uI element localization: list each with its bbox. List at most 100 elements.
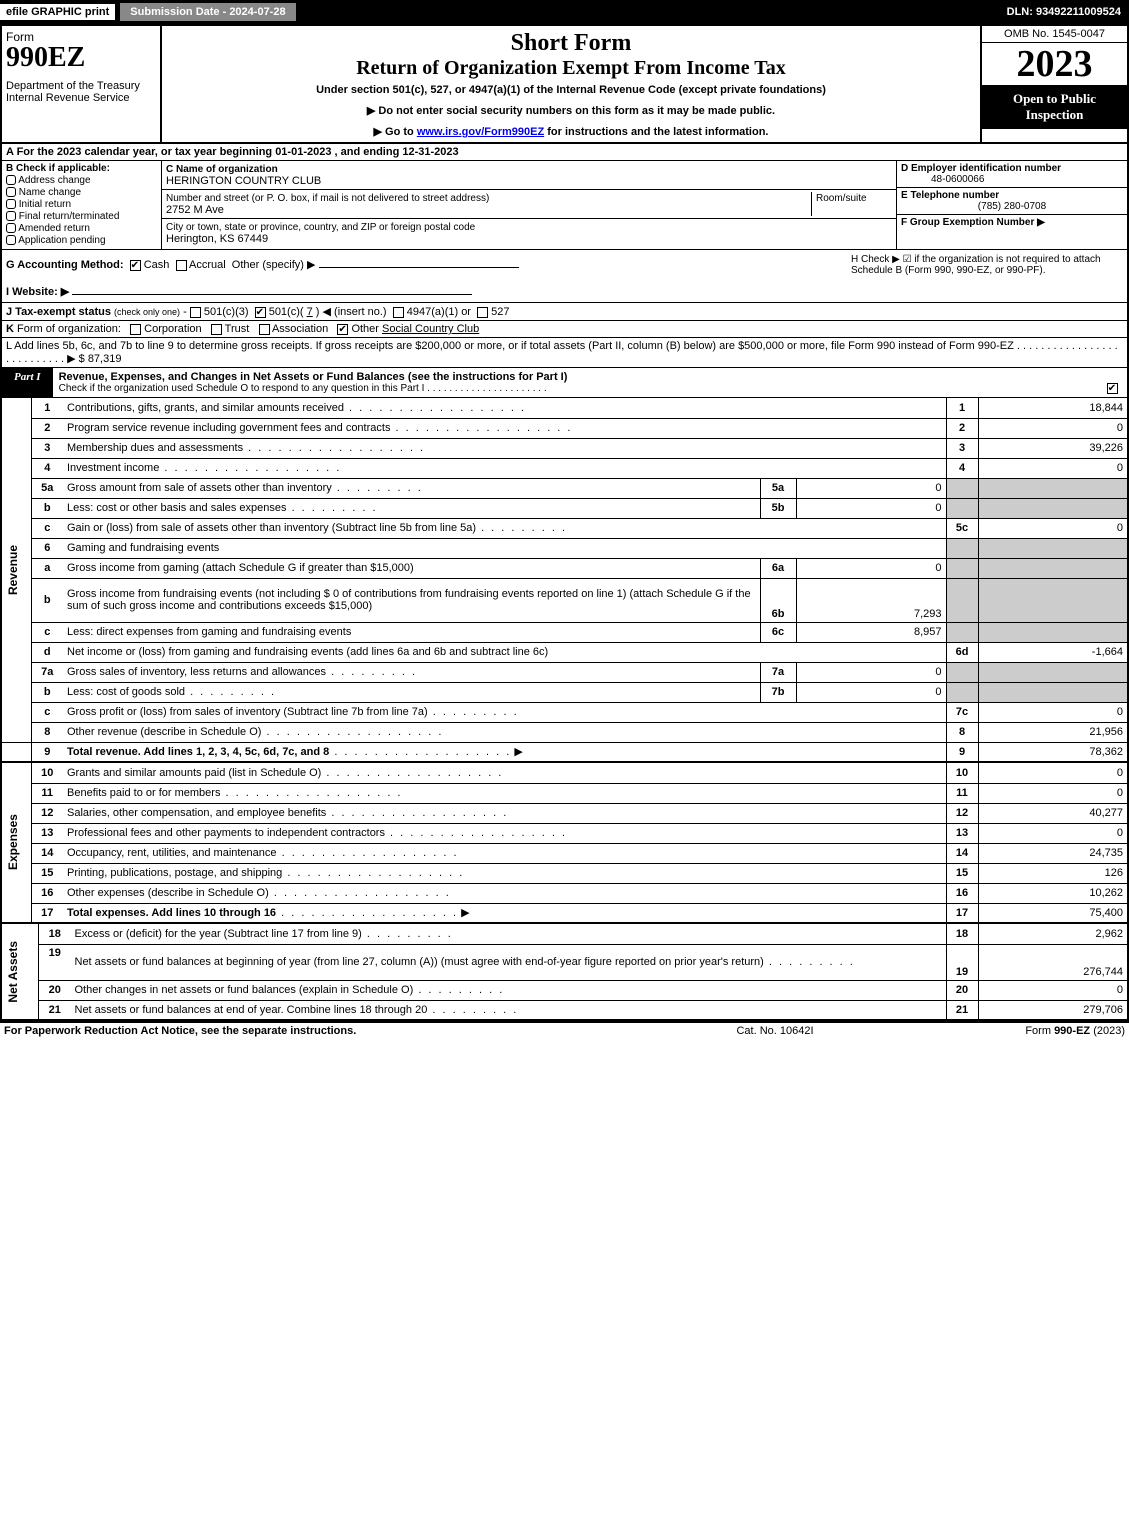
netassets-table: Net Assets 18 Excess or (deficit) for th… <box>0 924 1129 1021</box>
form-number: 990EZ <box>6 44 156 72</box>
cb-address-change[interactable] <box>6 175 16 185</box>
tel-label: E Telephone number <box>901 190 999 201</box>
ein-value: 48-0600066 <box>901 174 984 185</box>
netassets-side: Net Assets <box>1 924 39 1020</box>
line6b-amount: 7,293 <box>796 578 946 622</box>
row-i: I Website: ▶ <box>6 281 843 298</box>
line3-amount: 39,226 <box>978 438 1128 458</box>
line2-amount: 0 <box>978 418 1128 438</box>
cb-final-return[interactable] <box>6 211 16 221</box>
cb-corporation[interactable] <box>130 324 141 335</box>
line11-amount: 0 <box>978 783 1128 803</box>
line21-amount: 279,706 <box>978 1000 1128 1020</box>
section-ghi: G Accounting Method: Cash Accrual Other … <box>0 250 1129 303</box>
tel-value: (785) 280-0708 <box>901 201 1123 212</box>
line7c-amount: 0 <box>978 702 1128 722</box>
line20-amount: 0 <box>978 980 1128 1000</box>
row-a-period: A For the 2023 calendar year, or tax yea… <box>0 144 1129 161</box>
expenses-table: Expenses 10 Grants and similar amounts p… <box>0 763 1129 924</box>
part1-header: Part I Revenue, Expenses, and Changes in… <box>0 368 1129 398</box>
irs-link[interactable]: www.irs.gov/Form990EZ <box>417 126 544 138</box>
cb-accrual[interactable] <box>176 260 187 271</box>
cb-initial-return[interactable] <box>6 199 16 209</box>
form-subtitle: Under section 501(c), 527, or 4947(a)(1)… <box>166 84 976 96</box>
cb-trust[interactable] <box>211 324 222 335</box>
cb-527[interactable] <box>477 307 488 318</box>
section-bcdef: B Check if applicable: Address change Na… <box>0 161 1129 250</box>
header-center: Short Form Return of Organization Exempt… <box>162 26 982 142</box>
line13-amount: 0 <box>978 823 1128 843</box>
other-method-field[interactable] <box>319 254 519 268</box>
line6a-amount: 0 <box>796 558 946 578</box>
line14-amount: 24,735 <box>978 843 1128 863</box>
line15-amount: 126 <box>978 863 1128 883</box>
col-c: C Name of organization HERINGTON COUNTRY… <box>162 161 897 249</box>
revenue-side: Revenue <box>1 398 31 742</box>
line6c-amount: 8,957 <box>796 622 946 642</box>
part1-title: Revenue, Expenses, and Changes in Net As… <box>53 368 1097 397</box>
line16-amount: 10,262 <box>978 883 1128 903</box>
line10-amount: 0 <box>978 763 1128 783</box>
row-k: K Form of organization: Corporation Trus… <box>0 321 1129 338</box>
row-l: L Add lines 5b, 6c, and 7b to line 9 to … <box>0 338 1129 368</box>
cb-4947[interactable] <box>393 307 404 318</box>
header-left: Form 990EZ Department of the Treasury In… <box>2 26 162 142</box>
cb-other-org[interactable] <box>337 324 348 335</box>
line5c-amount: 0 <box>978 518 1128 538</box>
line5a-amount: 0 <box>796 478 946 498</box>
row-j: J Tax-exempt status (check only one) - 5… <box>0 303 1129 321</box>
cb-application-pending[interactable] <box>6 235 16 245</box>
footer-center: Cat. No. 10642I <box>625 1025 925 1037</box>
line7b-amount: 0 <box>796 682 946 702</box>
col-b: B Check if applicable: Address change Na… <box>2 161 162 249</box>
line4-amount: 0 <box>978 458 1128 478</box>
city-label: City or town, state or province, country… <box>166 222 475 233</box>
form-header: Form 990EZ Department of the Treasury In… <box>0 24 1129 144</box>
col-gi: G Accounting Method: Cash Accrual Other … <box>2 250 847 302</box>
street-address: 2752 M Ave <box>166 204 224 216</box>
col-h: H Check ▶ ☑ if the organization is not r… <box>847 250 1127 302</box>
line12-amount: 40,277 <box>978 803 1128 823</box>
part1-label: Part I <box>2 368 53 397</box>
cb-cash[interactable] <box>130 260 141 271</box>
cb-amended-return[interactable] <box>6 223 16 233</box>
tax-year: 2023 <box>982 43 1127 85</box>
inspection-label: Open to Public Inspection <box>982 85 1127 129</box>
expenses-side: Expenses <box>1 763 31 923</box>
form-note-2: ▶ Go to www.irs.gov/Form990EZ for instru… <box>166 125 976 138</box>
omb-number: OMB No. 1545-0047 <box>982 26 1127 43</box>
ein-label: D Employer identification number <box>901 163 1061 174</box>
footer-left: For Paperwork Reduction Act Notice, see … <box>4 1025 625 1037</box>
col-d: D Employer identification number 48-0600… <box>897 161 1127 249</box>
line7a-amount: 0 <box>796 662 946 682</box>
line17-amount: 75,400 <box>978 903 1128 923</box>
line5b-amount: 0 <box>796 498 946 518</box>
line9-amount: 78,362 <box>978 742 1128 762</box>
form-note-1: ▶ Do not enter social security numbers o… <box>166 104 976 117</box>
short-form-label: Short Form <box>166 30 976 57</box>
cb-schedule-o[interactable] <box>1107 383 1118 394</box>
revenue-table: Revenue 1 Contributions, gifts, grants, … <box>0 398 1129 763</box>
street-label: Number and street (or P. O. box, if mail… <box>166 193 489 204</box>
cb-501c[interactable] <box>255 307 266 318</box>
efile-label[interactable]: efile GRAPHIC print <box>0 4 115 20</box>
line18-amount: 2,962 <box>978 924 1128 944</box>
col-b-label: B Check if applicable: <box>6 163 157 174</box>
footer: For Paperwork Reduction Act Notice, see … <box>0 1021 1129 1039</box>
city-state-zip: Herington, KS 67449 <box>166 233 268 245</box>
cb-association[interactable] <box>259 324 270 335</box>
room-label: Room/suite <box>816 193 867 204</box>
line8-amount: 21,956 <box>978 722 1128 742</box>
department: Department of the Treasury Internal Reve… <box>6 80 156 104</box>
line6d-amount: -1,664 <box>978 642 1128 662</box>
part1-check <box>1097 368 1127 397</box>
line1-amount: 18,844 <box>978 398 1128 418</box>
dln-label: DLN: 93492211009524 <box>999 4 1129 20</box>
org-name: HERINGTON COUNTRY CLUB <box>166 175 321 187</box>
line19-amount: 276,744 <box>978 944 1128 980</box>
website-field[interactable] <box>72 281 472 295</box>
footer-right: Form 990-EZ (2023) <box>925 1025 1125 1037</box>
cb-name-change[interactable] <box>6 187 16 197</box>
group-exemption-label: F Group Exemption Number ▶ <box>901 217 1045 228</box>
cb-501c3[interactable] <box>190 307 201 318</box>
